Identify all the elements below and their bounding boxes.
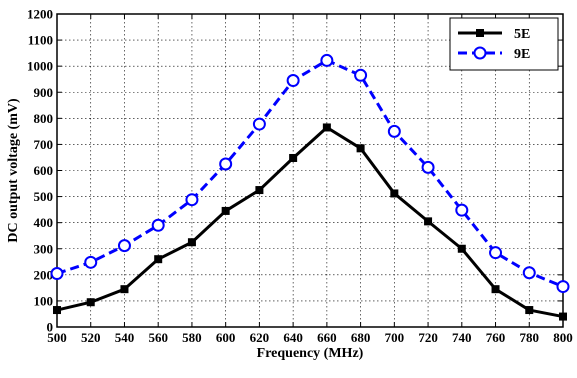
legend-box <box>449 17 559 71</box>
x-tick-label: 620 <box>250 330 270 345</box>
x-tick-label: 600 <box>216 330 236 345</box>
y-tick-label: 900 <box>34 85 54 100</box>
y-tick-label: 1000 <box>27 59 53 74</box>
data-point-5e <box>289 153 298 162</box>
data-point-9e <box>151 218 165 232</box>
data-point-9e <box>185 193 199 207</box>
data-point-9e <box>286 74 300 88</box>
data-point-9e <box>489 246 503 260</box>
series-9e <box>50 53 570 294</box>
data-point-9e <box>522 266 536 280</box>
x-tick-label: 560 <box>148 330 168 345</box>
series-5e <box>53 123 567 321</box>
x-tick-label: 680 <box>351 330 371 345</box>
data-point-5e <box>187 238 196 247</box>
x-tick-label: 520 <box>81 330 101 345</box>
data-point-5e <box>457 244 466 253</box>
data-point-9e <box>320 53 334 67</box>
axis-ticks: 500 520 540 560 580 600 620 640 660 680 700 720 740 7… <box>27 7 573 346</box>
y-tick-label: 700 <box>34 137 54 152</box>
data-point-5e <box>356 144 365 153</box>
y-tick-label: 1100 <box>28 33 53 48</box>
legend-label-5e: 5E <box>514 27 530 42</box>
x-tick-label: 760 <box>486 330 506 345</box>
data-point-5e <box>525 306 534 315</box>
data-point-9e <box>354 68 368 82</box>
data-point-9e <box>252 117 266 131</box>
data-point-9e <box>219 157 233 171</box>
data-point-5e <box>221 206 230 215</box>
y-tick-label: 300 <box>34 241 54 256</box>
data-point-9e <box>556 280 570 294</box>
data-point-5e <box>120 285 129 294</box>
data-point-5e <box>255 186 264 195</box>
data-point-9e <box>421 160 435 174</box>
data-point-5e <box>53 306 61 315</box>
x-tick-label: 640 <box>283 330 303 345</box>
y-axis-label: DC output voltage (mV) <box>6 98 21 243</box>
data-point-5e <box>491 285 500 294</box>
series-line-9e <box>56 58 564 288</box>
data-point-5e <box>154 255 163 264</box>
data-point-9e <box>117 239 131 253</box>
data-point-5e <box>86 298 95 307</box>
data-point-5e <box>424 217 433 226</box>
y-tick-label: 0 <box>47 320 54 335</box>
y-tick-label: 500 <box>34 189 54 204</box>
x-axis-label: Frequency (MHz) <box>257 346 364 361</box>
x-tick-label: 780 <box>520 330 540 345</box>
y-tick-label: 200 <box>34 267 54 282</box>
y-tick-label: 400 <box>34 215 54 230</box>
legend-marker-9e <box>473 46 487 60</box>
series-group <box>50 53 570 321</box>
y-tick-label: 600 <box>34 163 54 178</box>
x-tick-label: 700 <box>385 330 405 345</box>
x-tick-label: 740 <box>452 330 472 345</box>
data-point-5e <box>322 123 331 132</box>
y-tick-label: 100 <box>34 293 54 308</box>
data-point-9e <box>455 203 469 217</box>
series-line-5e <box>56 125 564 319</box>
data-point-9e <box>387 124 401 138</box>
x-tick-label: 540 <box>115 330 135 345</box>
y-tick-label: 800 <box>34 111 54 126</box>
legend-label-9e: 9E <box>514 47 530 62</box>
data-point-5e <box>390 189 399 198</box>
x-tick-label: 720 <box>418 330 438 345</box>
x-tick-label: 660 <box>317 330 337 345</box>
x-tick-label: 800 <box>553 330 573 345</box>
data-point-9e <box>50 267 64 281</box>
data-point-5e <box>559 312 567 321</box>
data-point-9e <box>84 255 98 269</box>
x-tick-label: 500 <box>47 330 67 345</box>
y-tick-label: 1200 <box>27 7 53 22</box>
x-tick-label: 580 <box>182 330 202 345</box>
legend-marker-5e <box>476 29 484 37</box>
